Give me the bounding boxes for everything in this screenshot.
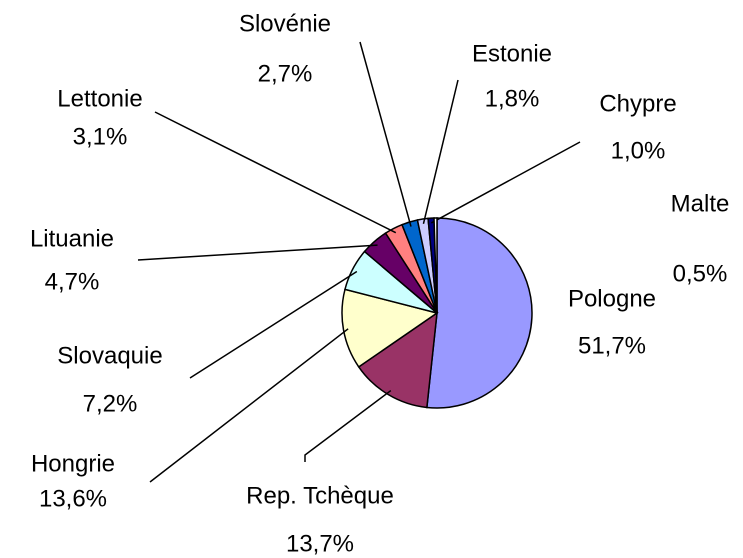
pie-slice <box>426 217 533 409</box>
slice-value-label: 7,2% <box>83 390 138 417</box>
slice-value-label: 4,7% <box>45 268 100 295</box>
leader-line <box>430 141 581 224</box>
slice-label: Lettonie <box>57 85 142 112</box>
slice-value-label: 51,7% <box>578 332 646 359</box>
leader-line <box>154 111 397 234</box>
slice-label: Lituanie <box>30 225 114 252</box>
leader-line <box>359 41 412 227</box>
pie-slice <box>357 311 438 409</box>
slice-value-label: 3,1% <box>73 123 128 150</box>
slice-value-label: 1,0% <box>611 137 666 164</box>
pie-slice <box>341 288 439 368</box>
slice-label: Slovénie <box>239 10 331 37</box>
slice-value-label: 0,5% <box>673 260 728 287</box>
slice-value-label: 13,7% <box>286 530 354 557</box>
slice-value-label: 2,7% <box>258 60 313 87</box>
slice-label: Malte <box>671 190 730 217</box>
leader-line <box>149 328 349 483</box>
leader-line <box>422 79 459 224</box>
slice-value-label: 13,6% <box>39 485 107 512</box>
slice-label: Rep. Tchèque <box>246 482 394 509</box>
slice-value-label: 1,8% <box>485 85 540 112</box>
slice-label: Estonie <box>472 40 552 67</box>
pie-slice <box>433 217 438 314</box>
slice-label: Slovaquie <box>57 342 162 369</box>
slice-label: Pologne <box>568 285 656 312</box>
leader-line <box>304 389 392 462</box>
leader-line <box>137 244 378 261</box>
slice-label: Chypre <box>599 90 676 117</box>
leader-line <box>189 270 358 379</box>
slice-label: Hongrie <box>31 450 115 477</box>
